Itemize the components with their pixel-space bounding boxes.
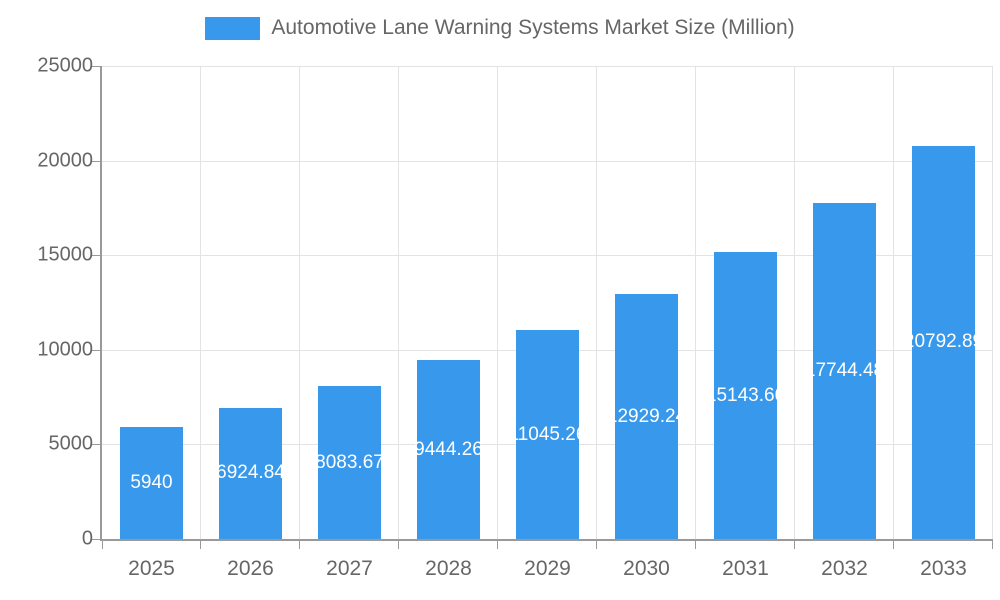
y-axis-tick <box>92 255 100 257</box>
x-axis-tick <box>497 541 498 549</box>
x-gridline <box>398 66 399 539</box>
x-gridline <box>992 66 993 539</box>
y-axis-tick <box>92 160 100 162</box>
bar-value-label: 12929.24 <box>606 405 687 427</box>
y-axis-tick <box>92 444 100 446</box>
bar-value-label: 20792.89 <box>903 331 984 353</box>
x-axis-tick <box>398 541 399 549</box>
y-axis-label: 0 <box>81 527 93 550</box>
bar-value-label: 5940 <box>130 471 173 493</box>
x-axis-tick <box>299 541 300 549</box>
y-axis-label: 10000 <box>37 338 93 361</box>
y-axis-label: 25000 <box>37 54 93 77</box>
x-axis-tick <box>200 541 201 549</box>
x-axis-label: 2026 <box>227 557 274 580</box>
bar-2029[interactable]: 11045.26 <box>509 330 586 539</box>
bar-value-label: 9444.26 <box>414 438 483 460</box>
x-axis-tick <box>893 541 894 549</box>
x-axis-label: 2029 <box>524 557 571 580</box>
x-axis-tick <box>794 541 795 549</box>
x-gridline <box>893 66 894 539</box>
bar-value-label: 8083.67 <box>315 451 384 473</box>
x-axis-label: 2028 <box>425 557 472 580</box>
y-gridline <box>102 255 993 257</box>
x-axis-label: 2032 <box>821 557 868 580</box>
x-axis-label: 2025 <box>128 557 175 580</box>
bar-2027[interactable]: 8083.67 <box>315 386 384 539</box>
y-axis-tick <box>92 349 100 351</box>
legend-item[interactable]: Automotive Lane Warning Systems Market S… <box>0 16 1000 40</box>
x-gridline <box>200 66 201 539</box>
x-axis-tick <box>596 541 597 549</box>
y-gridline <box>102 66 993 67</box>
legend-swatch <box>205 16 261 40</box>
y-axis-label: 20000 <box>37 149 93 172</box>
y-axis-label: 5000 <box>48 432 94 455</box>
y-gridline <box>102 160 993 162</box>
y-axis-tick <box>92 539 100 540</box>
legend-label: Automotive Lane Warning Systems Market S… <box>271 16 795 39</box>
x-axis-label: 2030 <box>623 557 670 580</box>
y-axis-label: 15000 <box>37 243 93 266</box>
bar-2025[interactable]: 5940 <box>120 426 183 539</box>
bar-2032[interactable]: 17744.48 <box>805 203 884 539</box>
x-axis-tick <box>695 541 696 549</box>
x-axis-tick <box>102 541 103 549</box>
x-axis-tick <box>992 541 993 549</box>
x-gridline <box>794 66 795 539</box>
x-gridline <box>596 66 597 539</box>
x-gridline <box>299 66 300 539</box>
bar-value-label: 17744.48 <box>804 360 885 382</box>
bar-value-label: 15143.66 <box>705 384 786 406</box>
bar-value-label: 6924.84 <box>216 462 285 484</box>
bar-2033[interactable]: 20792.89 <box>904 145 983 539</box>
bar-value-label: 11045.26 <box>508 423 587 445</box>
x-gridline <box>497 66 498 539</box>
y-axis-tick <box>92 66 100 67</box>
bar-2026[interactable]: 6924.84 <box>216 407 285 539</box>
bar-2028[interactable]: 9444.26 <box>414 360 483 539</box>
x-gridline <box>695 66 696 539</box>
x-axis-label: 2033 <box>920 557 967 580</box>
x-axis-label: 2031 <box>722 557 769 580</box>
x-axis-label: 2027 <box>326 557 373 580</box>
plot-area: 5940 6924.84 8083.67 9444.26 11045.26 12929.2… <box>92 66 993 549</box>
bar-2031[interactable]: 15143.66 <box>706 252 785 539</box>
bar-2030[interactable]: 12929.24 <box>607 294 686 539</box>
